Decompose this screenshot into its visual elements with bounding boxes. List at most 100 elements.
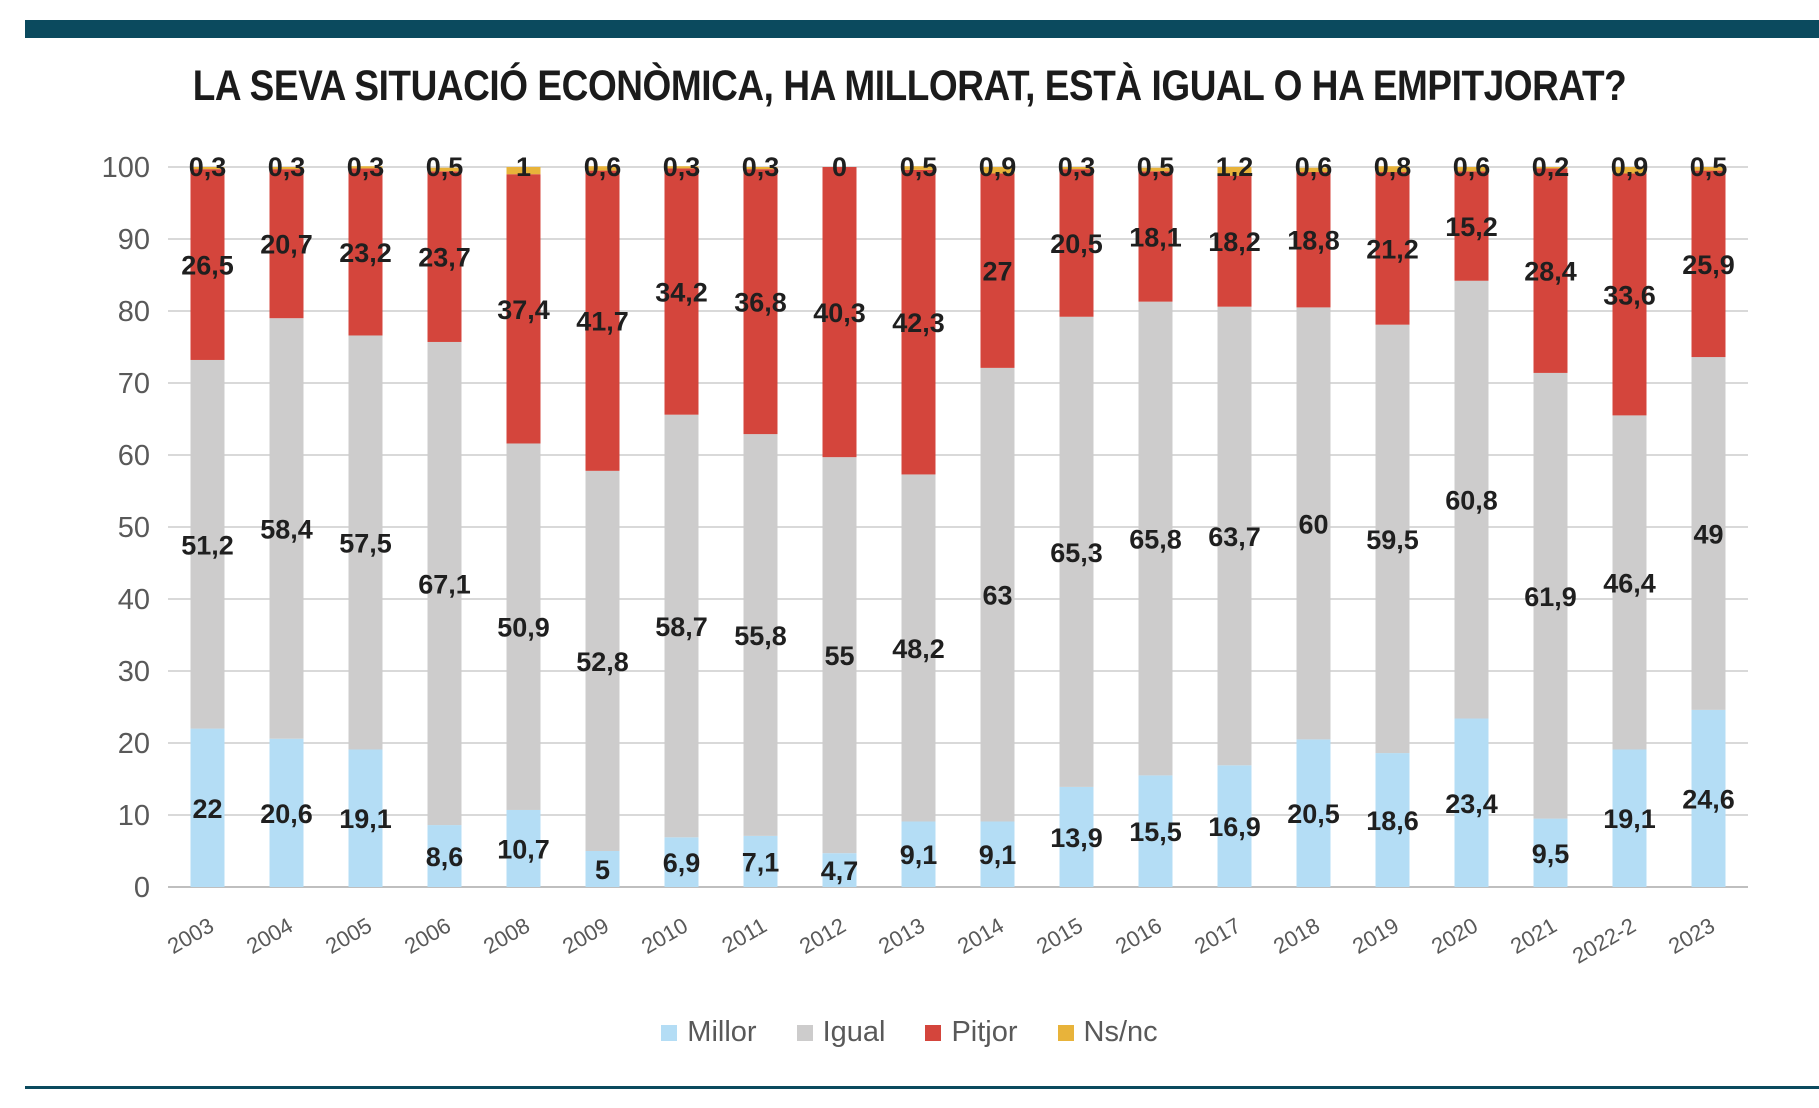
data-label-millor: 15,5 [1129,817,1182,847]
data-label-pitjor: 41,7 [576,307,629,337]
bar-segment-pitjor [1612,173,1647,416]
y-tick-label: 30 [118,656,150,688]
data-label-nsnc: 0,9 [1611,152,1649,182]
data-label-pitjor: 18,8 [1287,226,1340,256]
data-label-millor: 20,5 [1287,799,1340,829]
bar-segment-pitjor [980,173,1015,368]
data-label-pitjor: 37,4 [497,295,550,325]
data-label-nsnc: 0,9 [979,152,1017,182]
y-tick-label: 100 [102,152,150,184]
data-label-nsnc: 0,3 [189,152,227,182]
data-label-millor: 23,4 [1445,789,1498,819]
x-tick-label: 2023 [1664,913,1719,959]
bar-segment-nsnc [190,167,225,170]
x-tick-label: 2019 [1348,913,1403,959]
data-label-nsnc: 0,5 [426,152,464,182]
data-label-pitjor: 25,9 [1682,250,1735,280]
data-label-igual: 50,9 [497,613,550,643]
x-tick-label: 2003 [163,913,218,959]
legend-swatch [925,1024,942,1041]
data-label-igual: 57,5 [339,528,392,558]
y-tick-label: 50 [118,512,150,544]
bar-segment-millor [1059,786,1094,887]
data-label-pitjor: 34,2 [655,278,708,308]
data-label-pitjor: 27 [982,257,1012,287]
data-label-millor: 6,9 [663,848,701,878]
y-tick-label: 70 [118,368,150,400]
data-label-igual: 51,2 [181,530,234,560]
data-label-igual: 65,3 [1050,538,1103,568]
bar-segment-igual [1533,372,1568,819]
data-label-nsnc: 1,2 [1216,152,1254,182]
bottom-rule [25,1086,1819,1089]
data-label-igual: 63 [982,581,1012,611]
data-label-millor: 19,1 [1603,804,1656,834]
x-tick-label: 2017 [1190,913,1245,959]
data-label-nsnc: 0,5 [1137,152,1175,182]
bar-segment-igual [822,457,857,854]
data-label-millor: 19,1 [339,804,392,834]
data-label-nsnc: 0,3 [663,152,701,182]
legend-item: Ns/nc [1057,1016,1158,1049]
x-tick-label: 2008 [479,913,534,959]
legend-label: Ns/nc [1083,1016,1158,1048]
bar-segment-igual [664,414,699,838]
bar-segment-pitjor [1138,171,1173,302]
data-label-nsnc: 0,3 [347,152,385,182]
top-rule [25,20,1819,38]
data-label-igual: 60,8 [1445,486,1498,516]
bar-segment-igual [1296,307,1331,740]
bar-segment-nsnc [1612,167,1647,174]
bar-segment-pitjor [585,170,620,471]
data-label-igual: 58,7 [655,612,708,642]
x-tick-label: 2004 [242,913,297,959]
bar-segment-millor [664,837,699,887]
bar-segment-nsnc [506,167,541,175]
bar-segment-nsnc [427,167,462,172]
bar-segment-nsnc [1375,166,1410,173]
x-tick-label: 2009 [558,913,613,959]
bar-segment-millor [980,821,1015,887]
bar-segment-igual [1138,301,1173,776]
data-label-igual: 55 [824,641,854,671]
y-tick-label: 10 [118,800,150,832]
data-label-nsnc: 0,6 [584,152,622,182]
bar-segment-pitjor [901,169,936,475]
data-label-millor: 24,6 [1682,784,1735,814]
bar-segment-pitjor [1375,172,1410,325]
legend-item: Igual [796,1016,885,1049]
chart-legend: Millor Igual Pitjor Ns/nc [0,1016,1819,1049]
bar-segment-pitjor [427,171,462,342]
data-label-igual: 46,4 [1603,568,1656,598]
data-label-nsnc: 0,3 [742,152,780,182]
legend-swatch [796,1024,813,1041]
legend-item: Pitjor [925,1016,1018,1049]
bar-segment-millor [901,821,936,887]
bar-segment-millor [585,851,620,887]
y-tick-label: 80 [118,296,150,328]
bar-segment-pitjor [348,168,383,336]
data-label-nsnc: 0,8 [1374,152,1412,182]
data-label-pitjor: 18,1 [1129,222,1182,252]
x-tick-label: 2010 [637,913,692,959]
bar-segment-millor [1138,775,1173,887]
legend-swatch [661,1024,678,1041]
data-label-pitjor: 26,5 [181,251,234,281]
bar-segment-igual [190,359,225,729]
data-label-pitjor: 23,7 [418,243,471,273]
y-tick-label: 90 [118,224,150,256]
data-label-nsnc: 0,5 [900,152,938,182]
x-tick-label: 2005 [321,913,376,959]
bar-segment-igual [743,434,778,836]
x-tick-label: 2011 [718,913,771,958]
y-tick-label: 0 [134,872,150,904]
bar-segment-igual [1612,415,1647,750]
y-tick-label: 60 [118,440,150,472]
bar-segment-nsnc [743,167,778,170]
x-tick-label: 2014 [953,913,1008,959]
bar-segment-nsnc [269,167,304,170]
data-label-igual: 63,7 [1208,522,1261,552]
data-label-igual: 49 [1693,519,1723,549]
data-label-pitjor: 33,6 [1603,280,1656,310]
data-label-millor: 10,7 [497,834,550,864]
